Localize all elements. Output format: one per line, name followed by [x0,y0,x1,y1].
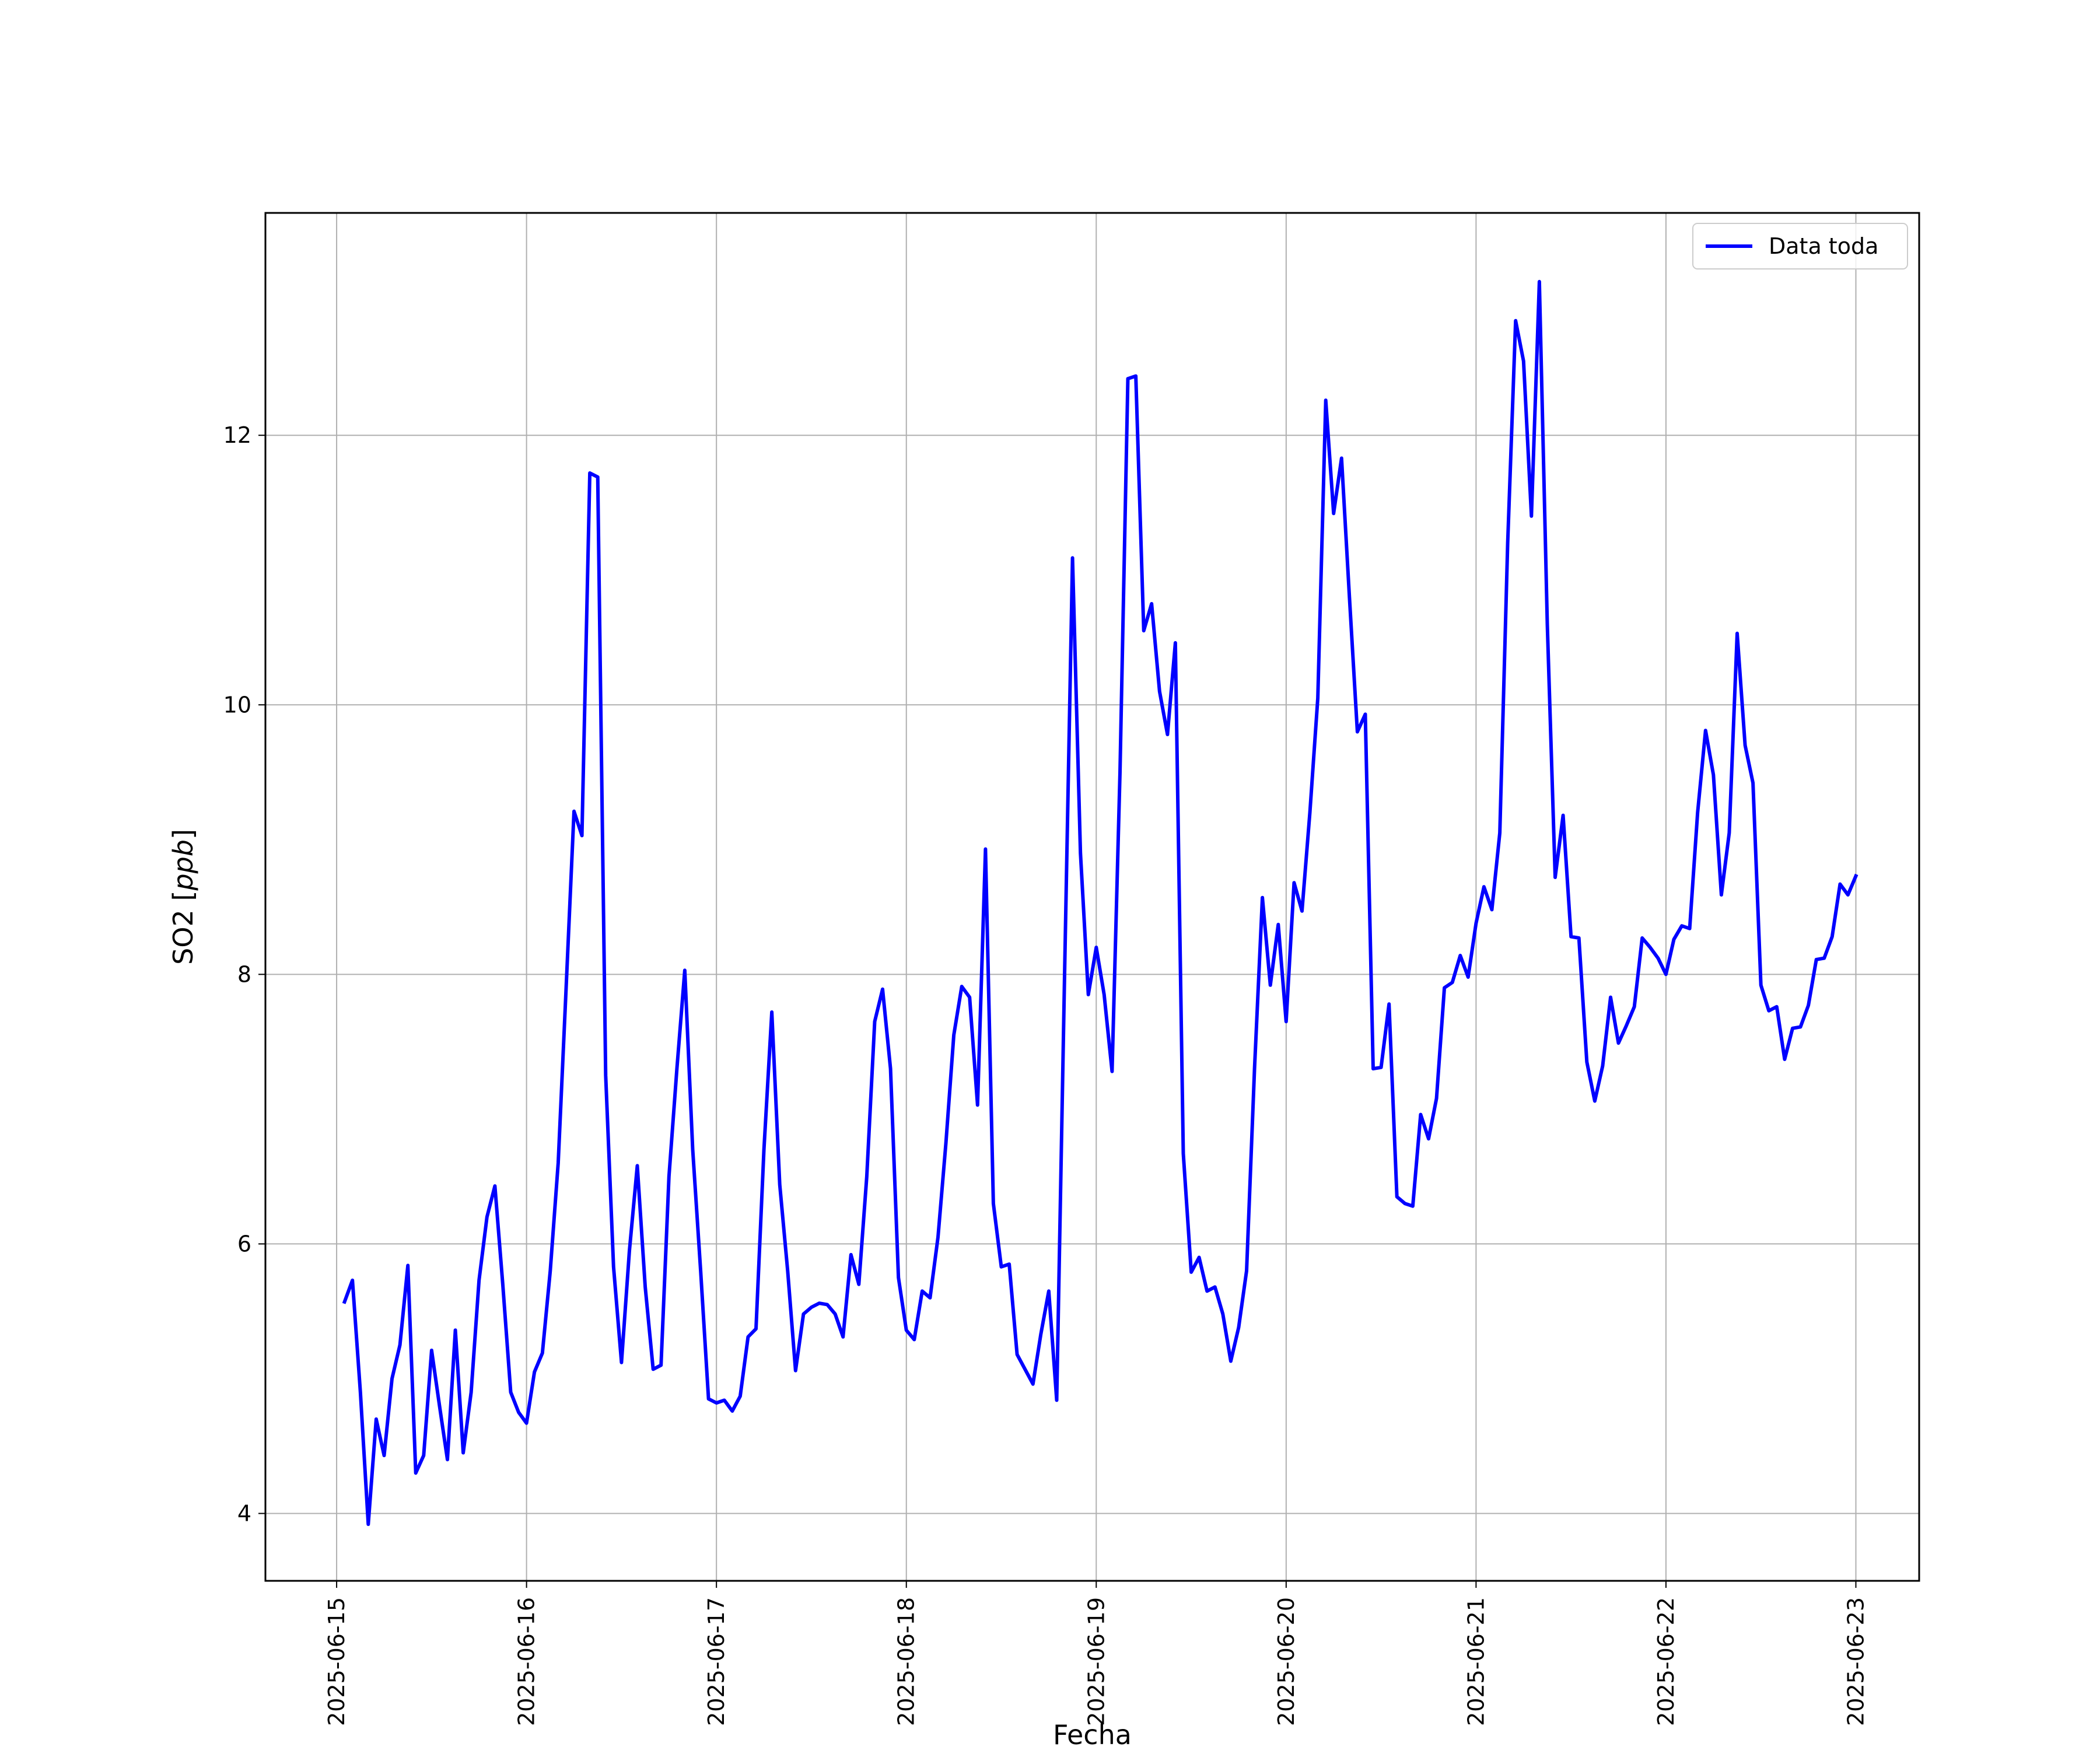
plot-frame [264,212,1920,1582]
x-tick-label: 2025-06-22 [1653,1597,1679,1726]
y-axis-label-unit: ppb [167,839,199,891]
x-axis: 2025-06-15 2025-06-16 2025-06-17 2025-06-18… [324,1581,1868,1726]
y-tick-label: 12 [223,422,251,448]
x-tick-label: 2025-06-17 [704,1597,729,1726]
y-axis-label-bracket-open: [ [167,891,199,901]
x-tick-label: 2025-06-23 [1843,1597,1868,1726]
y-tick-label: 6 [237,1231,251,1256]
legend-box [1692,223,1908,270]
x-tick-label: 2025-06-21 [1463,1597,1489,1726]
y-axis-label-main: SO2 [167,901,199,965]
y-tick-label: 8 [237,961,251,987]
legend: Data toda [1692,223,1908,270]
y-axis-label-bracket-close: ] [167,829,199,839]
x-axis-label: Fecha [1053,1719,1132,1750]
legend-label: Data toda [1769,233,1878,259]
y-axis: 4 6 8 10 12 [223,422,265,1526]
y-tick-label: 10 [223,692,251,718]
x-tick-label: 2025-06-15 [324,1597,349,1726]
x-tick-label: 2025-06-19 [1083,1597,1109,1726]
y-tick-label: 4 [237,1500,251,1526]
series-line-0 [342,279,1859,1526]
grid [265,213,1919,1581]
series-layer [342,279,1859,1526]
x-tick-label: 2025-06-18 [894,1597,919,1726]
x-tick-label: 2025-06-16 [514,1597,540,1726]
x-tick-label: 2025-06-20 [1273,1597,1299,1726]
y-axis-label: SO2 [ppb] [167,829,199,965]
